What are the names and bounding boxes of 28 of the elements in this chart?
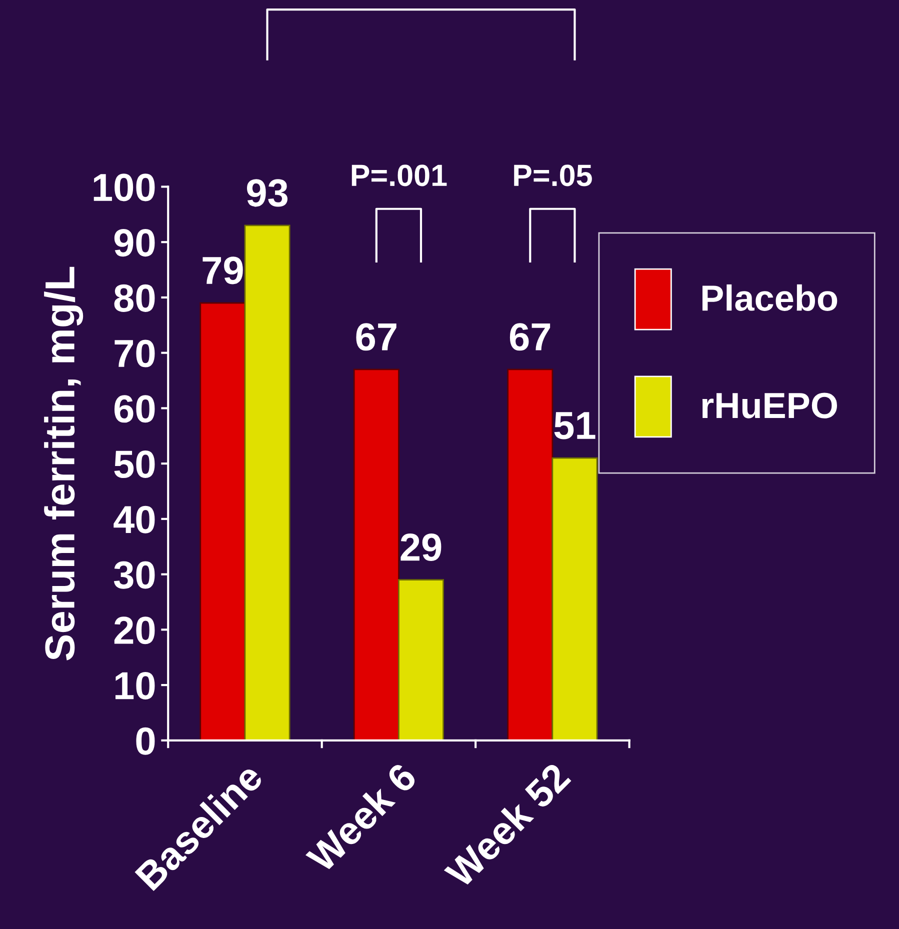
- legend-label: rHuEPO: [702, 392, 837, 418]
- data-label: 67: [510, 323, 550, 351]
- data-label: 51: [554, 412, 596, 440]
- y-tick-label: 30: [114, 561, 155, 589]
- text: P=.05: [514, 164, 592, 186]
- legend-label: Placebo: [702, 284, 838, 311]
- data-label: 93: [246, 179, 288, 207]
- y-tick-label: 10: [116, 672, 155, 700]
- bar: [507, 368, 554, 740]
- y-tick-label: 70: [114, 340, 155, 368]
- y-tick-label: 80: [114, 284, 155, 312]
- bar: [552, 457, 598, 740]
- y-tick-label: 50: [114, 450, 155, 478]
- data-label: 29: [400, 534, 442, 562]
- bar: [244, 224, 290, 740]
- y-tick-label: 100: [94, 174, 155, 202]
- y-axis-title: Serum ferritin, mg/L: [44, 266, 84, 660]
- y-tick-label: 40: [114, 506, 155, 534]
- y-tick-label: 20: [114, 616, 155, 644]
- y-tick-label: 60: [114, 395, 155, 423]
- data-label: 67: [356, 323, 396, 351]
- y-tick-label: 0: [136, 727, 155, 755]
- y-tick-label: 90: [114, 229, 155, 257]
- bar: [200, 302, 246, 740]
- bar: [353, 368, 400, 740]
- bar: [398, 579, 444, 740]
- data-label: 79: [202, 256, 243, 284]
- text: P=.001: [352, 164, 447, 186]
